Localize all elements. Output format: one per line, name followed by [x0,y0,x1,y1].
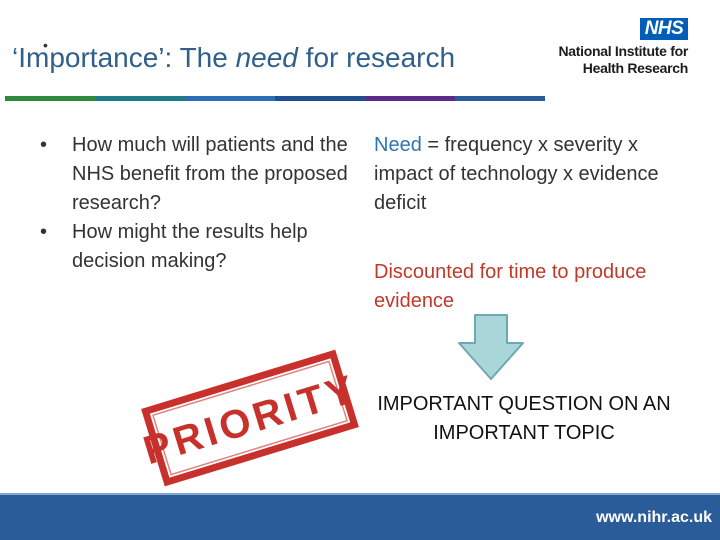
need-formula: Need = frequency x severity x impact of … [374,131,694,218]
question-list: • How much will patients and the NHS ben… [40,131,370,276]
need-keyword: Need [374,134,422,156]
question-text: How much will patients and the NHS benef… [72,134,348,214]
color-strip-segment [5,96,95,101]
footer-bar: www.nihr.ac.uk [0,493,720,540]
bullet-dot: • [40,134,48,156]
question-item: • How might the results help decision ma… [40,218,370,276]
down-arrow-icon [458,314,524,380]
title-emphasis: need [235,42,298,73]
priority-stamp: PRIORITY [139,349,362,487]
nhs-logo: NHS [640,18,688,40]
nihr-logo-line1: National Institute for [558,43,688,59]
title-part1: ‘Importance’: The [12,42,236,73]
discount-note: Discounted for time to produce evidence [374,261,647,312]
nihr-logo-line2: Health Research [582,60,689,76]
color-strip-segment [455,96,545,101]
title-bullet: • [43,37,48,53]
color-strip-segment [275,96,365,101]
color-strip-segment [185,96,275,101]
slide-title: • ‘Importance’: The need for research [12,37,456,74]
bullet-dot: • [40,221,48,243]
question-text: How might the results help decision maki… [72,221,308,272]
conclusion-text: IMPORTANT QUESTION ON AN IMPORTANT TOPIC [377,393,671,444]
color-strip-segment [95,96,185,101]
need-formula-text: = frequency x severity x impact of techn… [374,134,659,214]
footer-highlight [0,493,720,495]
color-strip-segment [365,96,455,101]
title-part2: for research [297,42,456,73]
footer-url: www.nihr.ac.uk [596,509,712,526]
question-item: • How much will patients and the NHS ben… [40,131,370,218]
color-strip [5,96,545,101]
